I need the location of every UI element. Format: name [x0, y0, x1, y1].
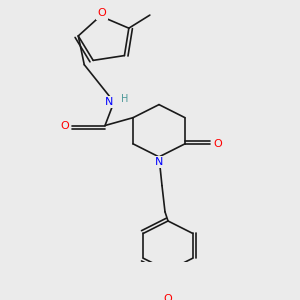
Text: H: H — [121, 94, 128, 104]
Text: O: O — [164, 294, 172, 300]
Text: O: O — [214, 139, 222, 149]
Text: O: O — [98, 8, 106, 18]
Text: O: O — [60, 121, 69, 130]
Text: N: N — [105, 97, 114, 107]
Text: N: N — [155, 157, 163, 167]
